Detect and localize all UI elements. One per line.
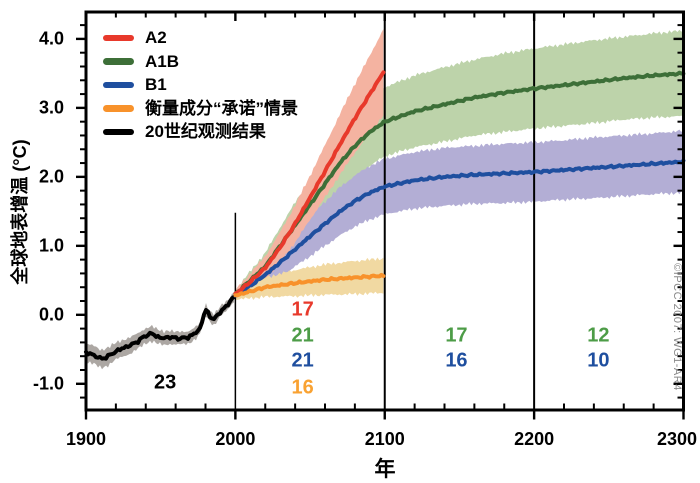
ipcc-watermark: ©IPCC 2007: WG1-AR4 (671, 263, 683, 391)
y-tick-label: 4.0 (38, 28, 64, 49)
legend-swatch-icon (103, 34, 134, 41)
x-tick-label: 2100 (364, 429, 405, 449)
legend-swatch-icon (103, 128, 134, 135)
band-A1B (235, 29, 684, 299)
legend-item: 20世纪观测结果 (103, 120, 298, 144)
legend-item-label: A2 (145, 28, 167, 48)
legend-swatch-icon (103, 105, 134, 112)
line-20世纪观测结果 (84, 294, 236, 361)
plot-frame (84, 10, 685, 412)
line-衡量成分“承诺”情景 (233, 272, 386, 298)
legend-item-label: 20世纪观测结果 (145, 122, 266, 142)
legend-swatch-icon (103, 58, 134, 65)
y-tick-label: 2.0 (38, 166, 64, 187)
x-tick-label: 2300 (656, 429, 698, 449)
y-tick-label: 3.0 (38, 97, 64, 118)
model-count: 21 (291, 324, 314, 347)
model-count: 23 (154, 371, 177, 394)
legend-item: 衡量成分“承诺”情景 (103, 97, 298, 121)
y-tick-label: -1.0 (32, 373, 64, 394)
legend-item: B1 (103, 73, 298, 97)
y-tick-label: 1.0 (38, 235, 64, 256)
line-B1 (233, 158, 686, 298)
x-tick-label: 1900 (65, 429, 107, 449)
model-count: 17 (291, 298, 314, 321)
legend-swatch-icon (103, 81, 134, 88)
band-20世纪观测结果 (86, 293, 234, 370)
line-A2 (233, 70, 386, 296)
legend: A2 A1B B1 衡量成分“承诺”情景 20世纪观测结果 (103, 26, 298, 144)
x-axis-title: 年 (374, 458, 396, 481)
y-axis-title: 全球地表增温 (°C) (10, 139, 30, 285)
legend-item-label: A1B (145, 51, 180, 71)
legend-item-label: B1 (145, 75, 167, 95)
line-A1B (233, 70, 686, 296)
model-count: 21 (291, 349, 314, 372)
x-tick-label: 2200 (514, 429, 555, 449)
legend-item-label: 衡量成分“承诺”情景 (145, 98, 298, 118)
model-count: 16 (445, 349, 468, 372)
legend-item: A1B (103, 50, 298, 74)
model-count: 12 (587, 324, 610, 347)
y-tick-label: 0.0 (38, 304, 64, 325)
model-count: 16 (291, 376, 314, 399)
band-衡量成分“承诺”情景 (235, 257, 384, 300)
model-count: 10 (587, 349, 610, 372)
x-tick-label: 2000 (215, 429, 256, 449)
legend-item: A2 (103, 26, 298, 50)
model-count: 17 (445, 324, 468, 347)
